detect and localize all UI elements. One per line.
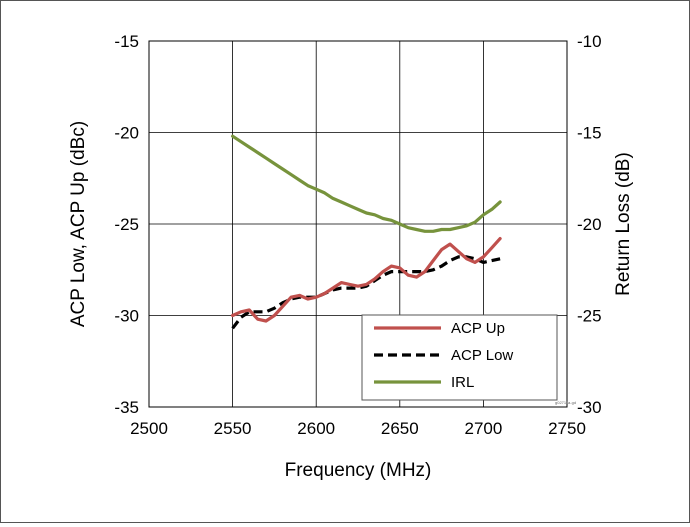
x-tick-label: 2650 xyxy=(381,419,419,438)
plot-border xyxy=(148,40,568,408)
x-tick-label: 2500 xyxy=(130,419,168,438)
legend: ACP Up ACP Low IRL xyxy=(361,314,558,401)
x-tick-label: 2750 xyxy=(548,419,586,438)
y2-tick-label: -10 xyxy=(577,32,602,51)
y2-tick-label: -15 xyxy=(577,124,602,143)
y2-tick-label: -25 xyxy=(577,307,602,326)
series-line-acp-low xyxy=(231,255,501,330)
y-tick-label: -35 xyxy=(114,398,139,417)
x-tick-label: 2600 xyxy=(297,419,335,438)
y-tick-label: -15 xyxy=(114,32,139,51)
series-line-acp-up xyxy=(231,237,502,323)
series-line-irl xyxy=(231,134,502,233)
y2-tick-label: -20 xyxy=(577,215,602,234)
series-lines xyxy=(231,134,502,330)
x-tick-label: 2700 xyxy=(464,419,502,438)
y2-tick-label: -30 xyxy=(577,398,602,417)
y-tick-label: -30 xyxy=(114,307,139,326)
x-tick-label: 2550 xyxy=(214,419,252,438)
y-axis-title: ACP Low, ACP Up (dBc) xyxy=(68,121,89,327)
y-ticks: -15 -20 -25 -30 -35 xyxy=(114,32,139,417)
y-tick-label: -20 xyxy=(114,124,139,143)
x-ticks: 2500 2550 2600 2650 2700 2750 xyxy=(130,419,586,438)
y-tick-label: -25 xyxy=(114,215,139,234)
x-axis-title: Frequency (MHz) xyxy=(285,460,432,481)
legend-label: ACP Up xyxy=(451,320,505,337)
legend-label: IRL xyxy=(451,374,474,391)
legend-label: ACP Low xyxy=(451,347,513,364)
watermark-label: g02711a-gd xyxy=(555,400,576,405)
y2-ticks: -10 -15 -20 -25 -30 xyxy=(577,32,602,417)
y2-axis-title: Return Loss (dB) xyxy=(613,152,634,296)
